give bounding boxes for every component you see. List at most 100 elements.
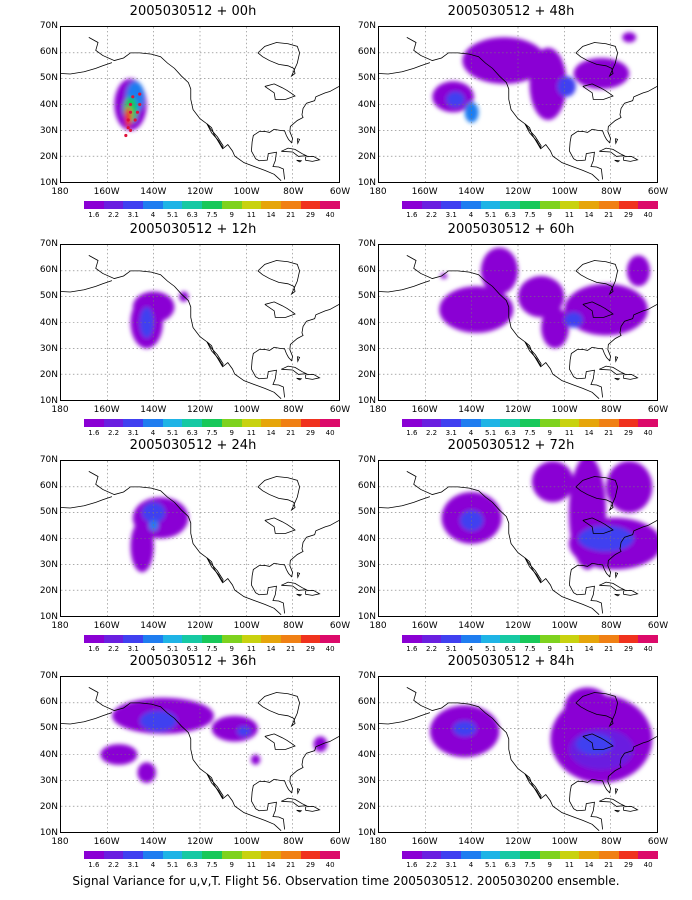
latitude-tick-label: 60N (357, 697, 376, 708)
colorbar-label: 1.6 (88, 645, 100, 653)
graticule (61, 677, 339, 832)
longitude-tick-label: 180 (51, 621, 69, 631)
colorbar-swatch (280, 851, 301, 859)
colorbar-swatch (84, 635, 104, 643)
variance-region (453, 720, 477, 737)
colorbar-label: 11 (246, 861, 256, 869)
latitude-tick-label: 20N (357, 801, 376, 812)
colorbar-label: 9 (547, 211, 552, 219)
variance-region (139, 710, 177, 732)
colorbar-label: 3.1 (445, 645, 457, 653)
colorbar-label: 5.1 (167, 429, 179, 437)
colorbar-swatch (182, 635, 203, 643)
colorbar-swatch (520, 635, 540, 643)
latitude-tick-label: 30N (39, 125, 58, 136)
latitude-tick-label: 50N (357, 507, 376, 518)
colorbar-label: 2.2 (107, 645, 120, 653)
longitude-tick-label: 140W (458, 837, 485, 847)
colorbar-label: 14 (584, 211, 594, 219)
forecast-panel: 2005030512 + 48h 70N 60N 50N 40N 30N 20N 10N 180… (346, 4, 676, 220)
latitude-tick-label: 50N (357, 291, 376, 302)
colorbar (402, 419, 658, 427)
colorbar-label: 5.1 (485, 645, 497, 653)
variance-region (130, 520, 154, 573)
longitude-tick-label: 100W (233, 621, 260, 631)
latitude-tick-label: 30N (357, 775, 376, 786)
colorbar-swatch (579, 851, 599, 859)
colorbar-swatch (618, 419, 639, 427)
colorbar-label: 3.1 (127, 429, 139, 437)
coastlines (379, 687, 657, 832)
longitude-tick-label: 120W (186, 187, 214, 197)
colorbar-swatch (300, 635, 321, 643)
longitude-tick-label: 80W (283, 621, 304, 631)
colorbar-swatch (241, 635, 262, 643)
longitude-tick-label: 140W (140, 405, 167, 415)
colorbar-label: 7.5 (524, 429, 536, 437)
colorbar-swatch (579, 201, 599, 209)
panel-title: 2005030512 + 36h (129, 654, 257, 669)
latitude-tick-label: 10N (39, 178, 58, 188)
colorbar-swatch (441, 201, 462, 209)
colorbar-label: 4 (468, 211, 474, 219)
colorbar-label: 7.5 (524, 211, 536, 219)
colorbar-swatch (500, 201, 521, 209)
colorbar-swatch (221, 635, 242, 643)
longitude-tick-label: 80W (601, 837, 622, 847)
colorbar-label: 5.1 (167, 645, 179, 653)
longitude-tick-label: 160W (411, 621, 438, 631)
forecast-panel: 2005030512 + 60h 70N 60N 50N 40N 30N 20N 10N 180… (346, 222, 676, 438)
longitude-tick-label: 120W (504, 187, 532, 197)
longitude-tick-label: 100W (233, 187, 260, 197)
coastlines (379, 255, 657, 400)
latitude-tick-label: 20N (357, 151, 376, 162)
latitude-tick-label: 40N (357, 99, 376, 110)
colorbar-label: 14 (266, 211, 276, 219)
colorbar-swatch (618, 635, 639, 643)
latitude-tick-label: 10N (357, 178, 376, 188)
observation-point (124, 133, 128, 138)
observation-point (128, 128, 133, 132)
latitude-tick-label: 30N (39, 559, 58, 570)
colorbar-swatch (261, 635, 281, 643)
longitude-tick-label: 100W (551, 621, 578, 631)
colorbar (84, 851, 340, 859)
colorbar-swatch (182, 201, 203, 209)
colorbar-label: 29 (623, 861, 633, 869)
variance-region (137, 762, 156, 783)
colorbar-label: 7.5 (524, 645, 536, 653)
colorbar-label: 4 (468, 645, 474, 653)
variance-region (462, 37, 546, 84)
figure-caption: Signal Variance for u,v,T. Flight 56. Ob… (72, 874, 620, 888)
colorbar-label: 3.1 (445, 211, 457, 219)
colorbar-label: 3.1 (127, 211, 139, 219)
colorbar-label: 2.2 (425, 429, 438, 437)
colorbar-swatch (123, 419, 144, 427)
longitude-tick-label: 140W (140, 187, 167, 197)
latitude-tick-label: 70N (39, 455, 58, 465)
colorbar-swatch (300, 201, 321, 209)
colorbar-swatch (162, 419, 183, 427)
colorbar-swatch (598, 635, 619, 643)
observation-point (128, 102, 133, 107)
colorbar-swatch (500, 635, 521, 643)
longitude-tick-label: 120W (186, 621, 214, 631)
colorbar-label: 21 (286, 861, 296, 869)
latitude-tick-label: 60N (39, 481, 58, 492)
colorbar-label: 40 (325, 645, 335, 653)
signal-variance-map (60, 676, 340, 833)
variance-region (440, 273, 448, 279)
longitude-tick-label: 60W (329, 621, 351, 631)
forecast-panel: 2005030512 + 12h 70N 60N 50N 40N 30N 20N 10N 180… (28, 222, 358, 438)
colorbar-labels: 1.6 2.2 3.1 4 5.1 6.3 7.5 9 11 14 21 29 40 (84, 645, 340, 654)
latitude-tick-label: 20N (39, 801, 58, 812)
variance-region (529, 47, 567, 120)
latitude-tick-label: 60N (39, 697, 58, 708)
longitude-tick-label: 140W (458, 187, 485, 197)
forecast-panel: 2005030512 + 36h 70N 60N 50N 40N 30N 20N 10N 180… (28, 654, 358, 870)
latitude-tick-label: 40N (39, 99, 58, 110)
colorbar-label: 21 (286, 211, 296, 219)
graticule (61, 461, 339, 616)
variance-region (100, 744, 138, 765)
colorbar-label: 21 (604, 861, 614, 869)
